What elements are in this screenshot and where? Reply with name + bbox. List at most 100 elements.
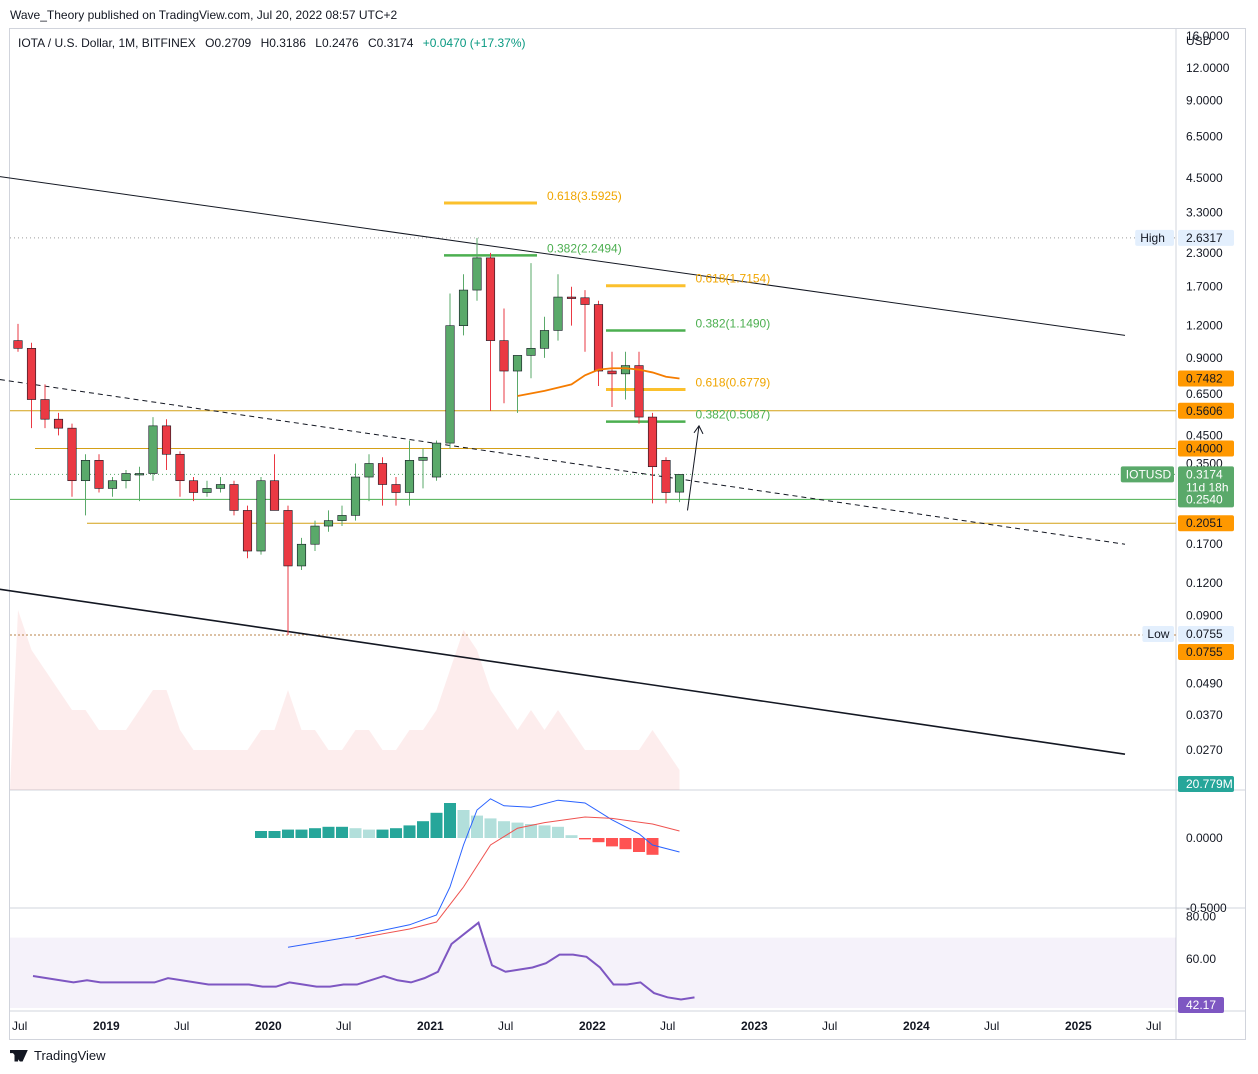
macd-hist-1 [268,831,281,838]
price-tick-8: 1.2000 [1186,319,1223,333]
candle-body-42 [580,297,590,305]
candle-body-49 [674,474,685,493]
price-label-bg-7 [1178,626,1234,643]
moving-average-line [517,367,680,397]
candle-body-33 [458,289,469,326]
macd-hist-7 [349,828,362,838]
macd-hist-18 [498,821,510,838]
time-tick-9: 2023 [741,1019,768,1033]
candle-body-12 [175,453,185,482]
tradingview-logo[interactable]: TradingView [10,1048,106,1063]
macd-hist-15 [457,810,470,838]
projection-arrow [687,425,700,511]
candle-body-36 [499,340,509,372]
candle-body-24 [337,515,347,521]
ohlc-open: O0.2709 [205,36,252,50]
candle-body-9 [134,473,145,476]
candle-body-5 [80,460,91,482]
price-label-7: 0.0755 [1186,627,1223,641]
macd-hist-24 [579,838,591,840]
price-tag-bg-7 [1142,626,1174,643]
candle-body-30 [418,456,428,461]
candle-body-15 [215,484,226,489]
price-tick-14: 0.1200 [1186,576,1223,590]
symbol-legend: IOTA / U.S. Dollar, 1M, BITFINEX O0.2709… [18,36,531,50]
price-label-bg-2 [1178,402,1234,419]
price-tick-11: 0.4500 [1186,428,1223,442]
macd-hist-4 [309,828,321,838]
price-tick-0: 16.0000 [1186,29,1230,43]
price-label-2: 0.5606 [1186,404,1223,418]
fib-label-3: 0.382(1.1490) [696,317,771,331]
time-tick-4: Jul [336,1019,351,1033]
price-label-9: 20.779M [1186,777,1233,791]
price-tick-7: 1.7000 [1186,280,1223,294]
price-tick-3: 6.5000 [1186,130,1223,144]
candle-body-43 [593,304,604,372]
price-tick-2: 9.0000 [1186,93,1223,107]
price-tag-bg-0 [1135,229,1174,246]
trend-line-1 [0,379,1126,545]
macd-tick-0: 0.0000 [1186,831,1223,845]
macd-hist-14 [444,803,456,838]
macd-hist-25 [592,838,605,843]
fib-label-5: 0.382(0.5087) [696,408,771,422]
macd-hist-5 [322,826,335,838]
price-change: +0.0470 (+17.37%) [422,36,526,50]
time-tick-5: 2021 [417,1019,444,1033]
ohlc-close: C0.3174 [368,36,414,50]
price-label-1: 0.7482 [1186,372,1223,386]
time-tick-11: 2024 [903,1019,930,1033]
rsi-line [32,920,695,1001]
tradingview-logo-icon [10,1049,28,1062]
candle-body-32 [445,325,455,444]
price-tick-18: 0.0270 [1186,743,1223,757]
macd-hist-23 [565,835,578,838]
macd-hist-19 [511,822,524,838]
time-tick-14: Jul [1146,1019,1161,1033]
projection-arrow-head [693,424,704,435]
price-tag-bg-4 [1120,466,1174,483]
macd-signal-line [355,816,680,940]
candle-body-0 [13,340,23,349]
candle-body-35 [485,257,496,341]
trend-line-2 [0,588,1126,756]
candle-body-16 [229,484,239,511]
volume-area [10,610,680,790]
price-label-bg-6 [1178,515,1234,532]
macd-hist-12 [417,821,429,838]
price-tick-1: 12.0000 [1186,61,1230,75]
price-label-0: 2.6317 [1186,231,1223,245]
candle-body-8 [121,473,131,482]
time-tick-13: 2025 [1065,1019,1092,1033]
macd-hist-22 [552,826,564,838]
price-label-bg-4 [1178,466,1234,495]
price-tick-16: 0.0490 [1186,676,1223,690]
candle-body-34 [472,257,482,291]
macd-hist-28 [633,838,645,852]
price-label-bg-3 [1178,440,1234,457]
macd-hist-16 [471,815,483,838]
macd-hist-13 [430,812,443,838]
price-tag-7: Low [1147,627,1169,641]
price-tick-13: 0.1700 [1186,537,1223,551]
price-tag-0: High [1140,231,1165,245]
macd-line [287,798,680,948]
time-tick-10: Jul [822,1019,837,1033]
macd-hist-21 [538,825,551,838]
price-label-bg-1 [1178,370,1234,387]
price-tick-9: 0.9000 [1186,351,1223,365]
price-axis-title: USD [1186,34,1212,48]
price-tick-4: 4.5000 [1186,171,1223,185]
candle-body-18 [256,480,266,552]
price-label-5: 0.2540 [1186,492,1223,506]
rsi-band [10,937,1176,1008]
rsi-current-label: 42.17 [1186,998,1216,1012]
candle-body-40 [553,296,563,331]
candle-body-44 [607,370,617,375]
candle-body-46 [634,365,644,418]
time-tick-6: Jul [498,1019,513,1033]
symbol-name: IOTA / U.S. Dollar, 1M, BITFINEX [18,36,196,50]
macd-hist-3 [295,829,308,838]
